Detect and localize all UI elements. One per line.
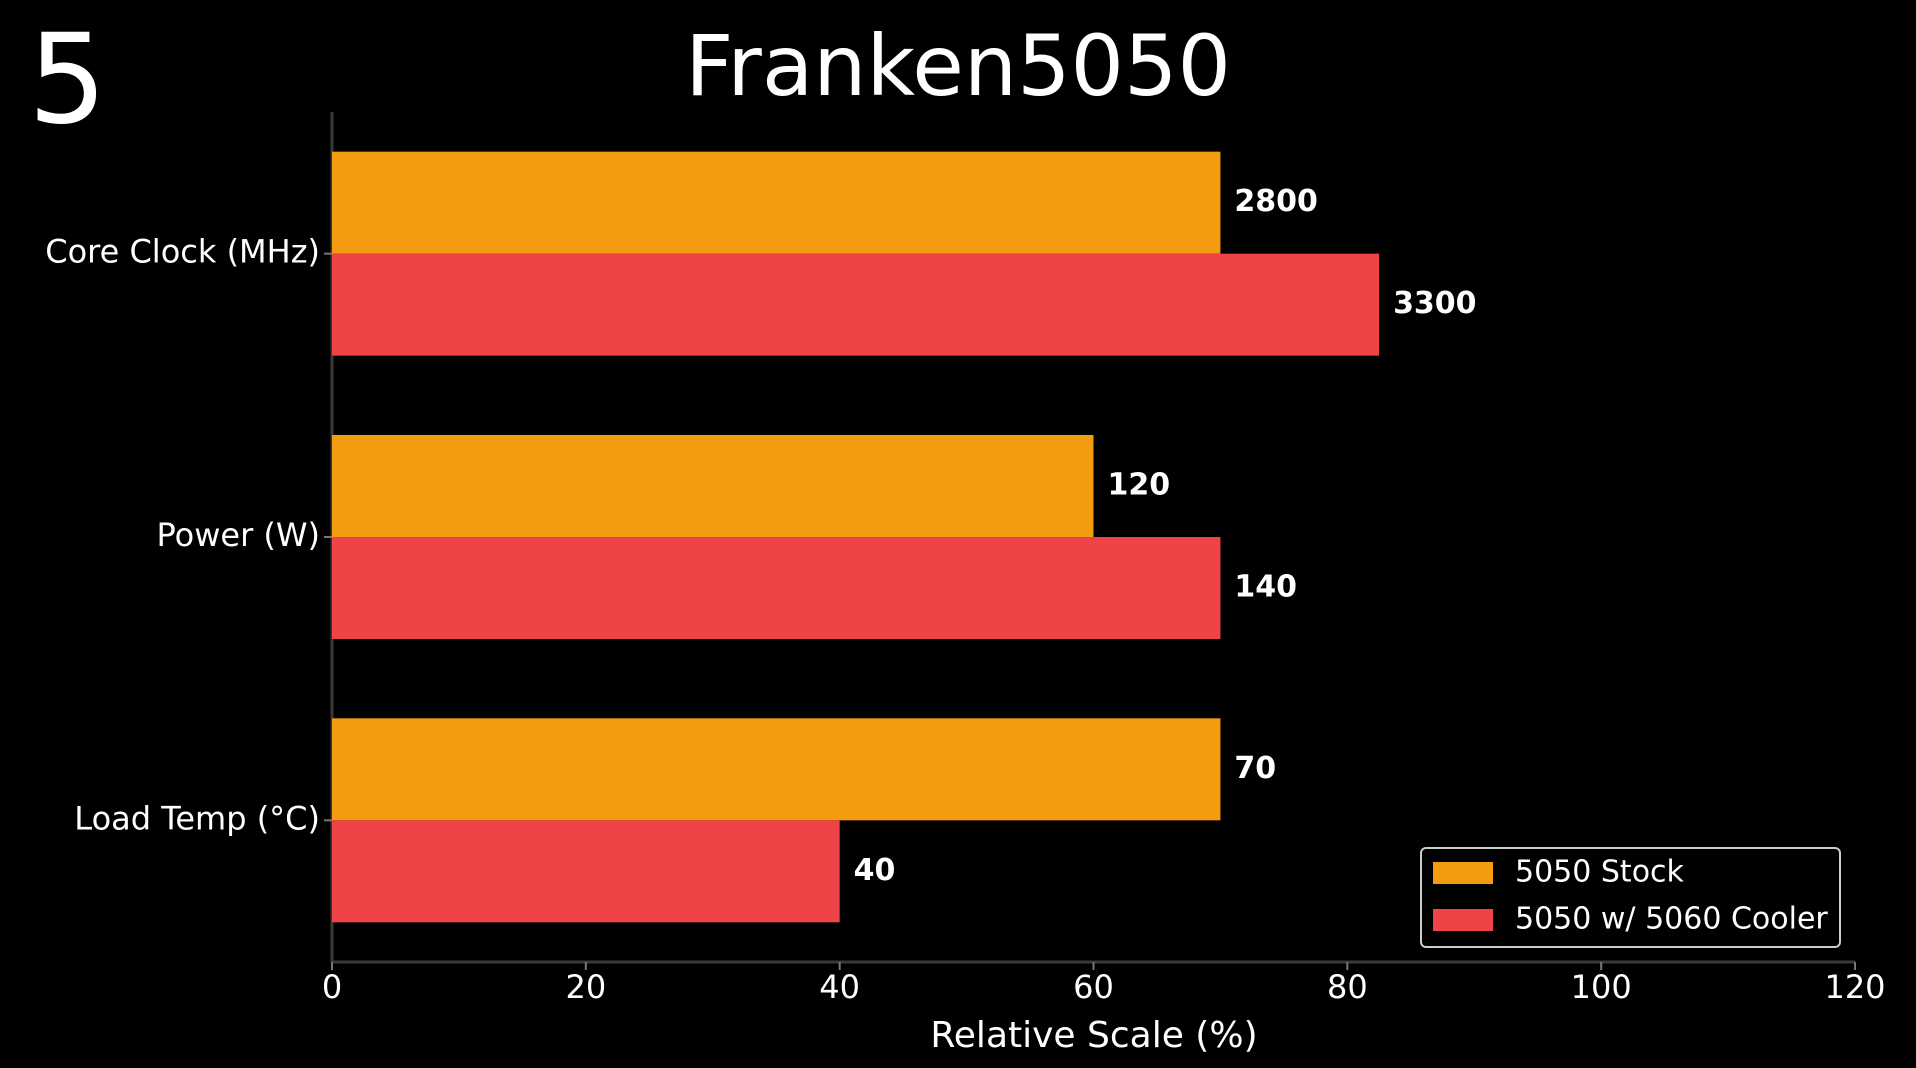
bar [332, 151, 1221, 254]
x-axis-label: Relative Scale (%) [930, 1015, 1257, 1056]
x-tick-label: 120 [1824, 968, 1885, 1006]
legend-label: 5050 Stock [1515, 855, 1685, 890]
bar [332, 537, 1221, 639]
legend-box [1420, 847, 1841, 948]
x-tick-label: 80 [1327, 968, 1368, 1006]
legend-swatch [1433, 862, 1493, 884]
x-tick-label: 60 [1073, 968, 1114, 1006]
data-label: 70 [1234, 751, 1276, 786]
y-tick-label: Load Temp (°C) [74, 799, 320, 837]
y-tick-label: Power (W) [156, 516, 320, 554]
chart-title: Franken5050 [685, 17, 1231, 115]
x-tick-label: 40 [819, 968, 860, 1006]
legend-swatch [1433, 909, 1493, 931]
corner-label: 5 [28, 8, 107, 152]
data-label: 3300 [1393, 286, 1477, 321]
bar [332, 820, 840, 923]
y-tick-label: Core Clock (MHz) [45, 233, 320, 271]
data-label: 140 [1234, 570, 1297, 605]
data-label: 40 [854, 853, 896, 888]
x-tick-label: 20 [565, 968, 606, 1006]
legend-label: 5050 w/ 5060 Cooler [1515, 902, 1828, 937]
bar [332, 718, 1221, 821]
x-tick-label: 0 [322, 968, 342, 1006]
data-label: 120 [1108, 468, 1171, 503]
bar [332, 435, 1094, 537]
bar [332, 253, 1380, 356]
data-label: 2800 [1234, 184, 1318, 219]
x-tick-label: 100 [1571, 968, 1632, 1006]
